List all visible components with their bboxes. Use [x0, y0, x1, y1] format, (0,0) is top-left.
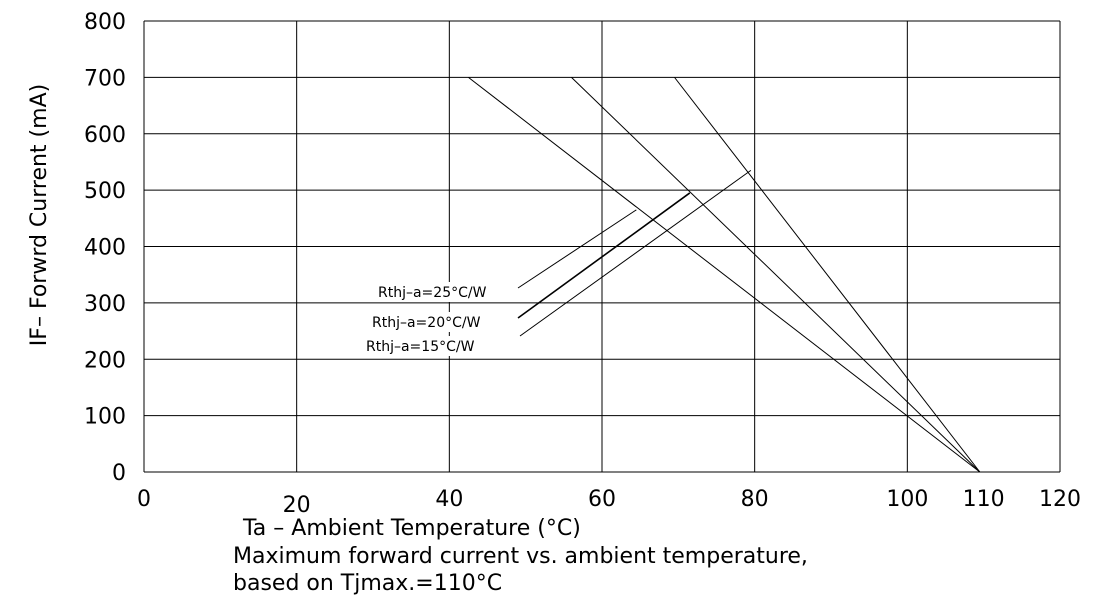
y-tick-label: 200: [84, 348, 126, 373]
x-tick-label: 120: [1039, 487, 1081, 512]
y-tick-label: 800: [84, 10, 126, 35]
series-label-bg: [360, 336, 516, 356]
series-leader-line: [519, 169, 752, 337]
y-tick-label: 300: [84, 292, 126, 317]
caption-line-2: based on Tjmax.=110°C: [233, 571, 502, 596]
x-tick-label: 110: [963, 487, 1005, 512]
x-tick-label: 80: [741, 487, 769, 512]
y-tick-label: 600: [84, 123, 126, 148]
x-tick-label: 40: [435, 487, 463, 512]
series-label: Rthj–a=25°C/W: [378, 285, 487, 301]
x-axis-title: Ta – Ambient Temperature (°C): [242, 516, 581, 541]
x-tick-label: 100: [886, 487, 928, 512]
y-tick-label: 500: [84, 179, 126, 204]
series-label-bg: [372, 282, 528, 302]
x-tick-label: 20: [283, 493, 311, 518]
y-tick-label: 400: [84, 236, 126, 261]
caption-line-1: Maximum forward current vs. ambient temp…: [233, 544, 808, 569]
grid: [143, 20, 1061, 473]
series-label: Rthj–a=20°C/W: [372, 315, 481, 331]
series-leader-line: [517, 192, 691, 319]
y-axis-title: IF– Forwrd Current (mA): [27, 84, 52, 346]
series-label: Rthj–a=15°C/W: [366, 339, 475, 355]
y-tick-label: 0: [112, 461, 126, 486]
series-line-1: [571, 77, 981, 473]
tick-labels: 0 100 200 300 400 500 600 700 800 0 20 40 60 80 100 110…: [84, 10, 1081, 518]
series-lines: [468, 76, 981, 473]
x-tick-label: 60: [588, 487, 616, 512]
y-tick-label: 100: [84, 405, 126, 430]
x-tick-label: 0: [137, 487, 151, 512]
y-tick-label: 700: [84, 66, 126, 91]
series-labels: Rthj–a=25°C/W Rthj–a=20°C/W Rthj–a=15°C/W: [360, 169, 752, 356]
series-label-bg: [366, 312, 522, 332]
series-line-0: [468, 76, 981, 473]
series-line-2: [674, 77, 981, 473]
series-leader-line: [517, 209, 637, 289]
